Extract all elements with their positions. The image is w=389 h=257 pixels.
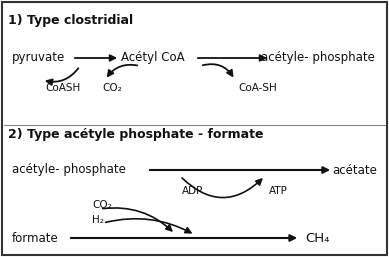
Text: CoA-SH: CoA-SH — [238, 83, 277, 93]
Text: CO₂: CO₂ — [102, 83, 122, 93]
Text: Acétyl CoA: Acétyl CoA — [121, 51, 185, 65]
Text: pyruvate: pyruvate — [12, 51, 65, 65]
Text: CoASH: CoASH — [45, 83, 80, 93]
Text: acétyle- phosphate: acétyle- phosphate — [12, 163, 126, 177]
Text: ADP: ADP — [182, 186, 204, 196]
Text: formate: formate — [12, 232, 59, 244]
Text: acétate: acétate — [332, 163, 377, 177]
Text: CH₄: CH₄ — [305, 232, 329, 244]
Text: CO₂: CO₂ — [92, 200, 112, 210]
Text: 1) Type clostridial: 1) Type clostridial — [8, 14, 133, 27]
Text: 2) Type acétyle phosphate - formate: 2) Type acétyle phosphate - formate — [8, 128, 263, 141]
Text: ATP: ATP — [268, 186, 287, 196]
Text: H₂: H₂ — [92, 215, 104, 225]
Text: acétyle- phosphate: acétyle- phosphate — [261, 51, 375, 65]
